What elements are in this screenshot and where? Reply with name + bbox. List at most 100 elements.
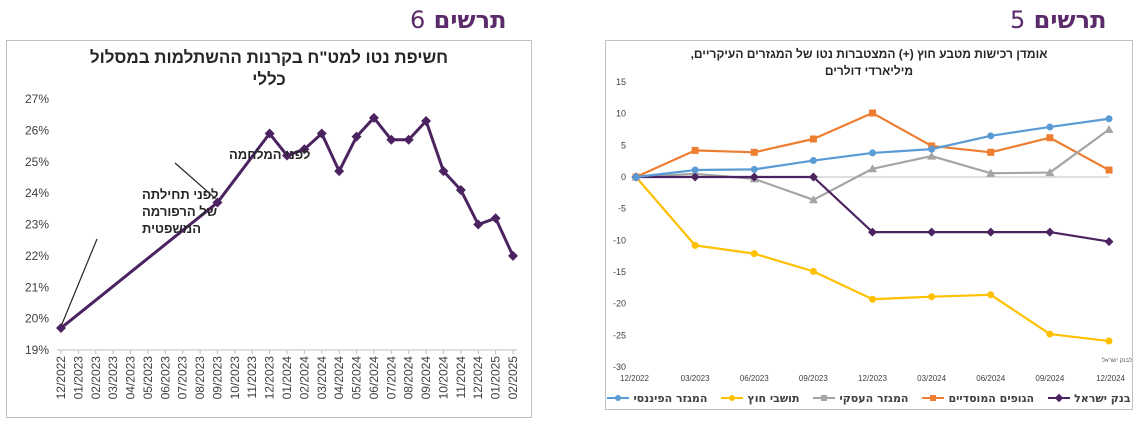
- chart-5-legend-label: תושבי חוץ: [747, 391, 800, 405]
- chart-6-annotation-arrow-war: [174, 162, 216, 199]
- chart-5-legend-swatch: [721, 393, 744, 403]
- chart-5-data-point: [869, 149, 876, 157]
- chart-6-x-tick-label: 01/2024: [280, 356, 294, 400]
- chart-6-svg: חשיפת נטו למט"ח בקרנות ההשתלמות במסלול כל…: [25, 48, 520, 400]
- chart-5-legend-swatch-marker: [729, 395, 736, 401]
- chart-5-svg: אומדן רכישות מטבע חוץ (+) המצטברות נטו ש…: [613, 47, 1132, 383]
- chart-5-x-tick-label: 03/2024: [917, 374, 946, 383]
- chart-5-x-tick-label: 03/2023: [681, 374, 710, 383]
- chart-5-y-tick: 10: [616, 109, 626, 119]
- chart-5-x-tick-label: 06/2024: [976, 374, 1005, 383]
- chart-5-data-point: [869, 295, 876, 303]
- chart-5-legend-label: המגזר העסקי: [839, 391, 909, 405]
- chart-6-data-point: [299, 144, 310, 155]
- chart-5-data-point: [750, 250, 758, 258]
- chart-6-data-point: [316, 128, 327, 139]
- chart-6-annotation-arrow-reform: [61, 238, 98, 325]
- chart-6-panel: חשיפת נטו למט"ח בקרנות ההשתלמות במסלול כל…: [6, 40, 532, 418]
- chart-5-legend-item: בנק ישראל: [1048, 389, 1131, 407]
- chart-6-data-point: [455, 184, 466, 195]
- chart-6-x-tick-label: 02/2024: [297, 356, 311, 400]
- chart-5-data-point: [928, 145, 936, 153]
- chart-6-x-tick-label: 09/2023: [210, 356, 224, 400]
- chart-6-data-point: [473, 219, 484, 230]
- chart-6-data-point: [368, 112, 379, 123]
- chart-6-x-tick-label: 11/2024: [454, 356, 468, 399]
- chart-5-legend-swatch: [607, 393, 630, 403]
- chart-5-data-point: [927, 227, 937, 237]
- chart-5-y-tick: 5: [621, 140, 626, 150]
- chart-5-y-tick: -25: [613, 330, 626, 340]
- chart-5-data-point: [1046, 134, 1054, 142]
- chart-6-y-tick: 22%: [25, 249, 49, 263]
- chart-6-data-point: [264, 128, 275, 139]
- chart-6-annotation-war: לפני המלחמה: [229, 147, 310, 162]
- chart-5-data-point: [927, 151, 937, 160]
- chart-6-x-tick-label: 05/2023: [141, 356, 155, 400]
- chart-6-data-point: [282, 150, 292, 161]
- chart-6-data-point: [403, 134, 414, 145]
- chart-5-series-line-3: [635, 176, 1110, 343]
- chart-6-title-line2: כללי: [252, 70, 285, 89]
- chart-5-legend-label: הגופים המוסדיים: [948, 391, 1035, 405]
- chart-5-data-point: [987, 148, 995, 156]
- chart-6-x-tick-label: 11/2023: [245, 356, 259, 399]
- chart-6-x-tick-label: 06/2024: [367, 356, 381, 400]
- chart-5-data-point: [868, 227, 877, 237]
- chart-6-x-tick-label: 12/2022: [54, 356, 68, 400]
- chart-5-data-point: [1046, 330, 1054, 338]
- chart-5-data-point: [750, 165, 758, 173]
- chart-5-x-tick-label: 09/2024: [1035, 374, 1064, 383]
- chart-5-y-tick: -10: [613, 235, 626, 245]
- chart-6-data-point: [386, 134, 397, 145]
- chart-5-x-tick-label: 12/2022: [620, 374, 649, 383]
- chart-6-x-tick-label: 07/2024: [384, 356, 398, 400]
- chart-5-data-point: [691, 166, 699, 174]
- chart-6-y-tick: 20%: [25, 312, 49, 326]
- chart-5-data-point: [809, 267, 817, 275]
- chart-5-panel: אומדן רכישות מטבע חוץ (+) המצטברות נטו ש…: [605, 40, 1133, 410]
- chart-6-annotation-reform-line: של הרפורמה: [142, 204, 217, 219]
- chart-5-data-point: [1105, 166, 1113, 174]
- chart-5-y-tick: -5: [618, 204, 626, 214]
- chart-5-legend-item: הגופים המוסדיים: [922, 389, 1034, 407]
- chart-6-data-point: [490, 213, 501, 224]
- chart-5-data-point: [986, 227, 996, 237]
- chart-6-x-tick-label: 12/2024: [471, 356, 485, 400]
- figure-6-heading: תרשים 6: [410, 6, 506, 34]
- chart-6-x-tick-label: 03/2023: [106, 356, 120, 400]
- figure-5-heading: תרשים 5: [1010, 6, 1106, 34]
- chart-6-x-tick-label: 01/2023: [71, 356, 85, 400]
- chart-5-legend-swatch: [922, 393, 945, 403]
- chart-5-legend-swatch-marker: [930, 395, 937, 401]
- chart-5-source-note: מקור: עיבודים לדיווחים לבנק ישראל: [1102, 356, 1132, 364]
- chart-5-title-line2: מיליארדי דולרים: [825, 64, 913, 78]
- chart-6-x-tick-label: 06/2023: [158, 356, 172, 400]
- chart-5-x-tick-label: 09/2023: [799, 374, 828, 383]
- chart-5-data-point: [986, 168, 996, 177]
- chart-6-x-tick-label: 05/2024: [350, 356, 364, 400]
- chart-6-data-point: [212, 197, 223, 208]
- chart-6-annotation-reform-line: המשפטית: [142, 221, 201, 236]
- chart-5-y-tick: -15: [613, 267, 626, 277]
- chart-5-data-point: [1046, 123, 1054, 131]
- chart-5-data-point: [1104, 125, 1114, 133]
- chart-6-x-tick-label: 08/2024: [402, 356, 416, 400]
- chart-6-x-tick-label: 02/2025: [506, 356, 520, 400]
- chart-5-y-tick: 0: [621, 172, 626, 182]
- chart-5-y-tick: -20: [613, 299, 626, 309]
- chart-5-data-point: [808, 195, 818, 204]
- chart-5-data-point: [1045, 227, 1055, 237]
- chart-5-data-point: [987, 132, 995, 140]
- chart-5-legend-swatch: [1048, 393, 1071, 403]
- chart-6-y-tick: 25%: [25, 155, 49, 169]
- chart-5-data-point: [691, 146, 699, 154]
- chart-5-data-point: [987, 291, 995, 299]
- chart-6-data-point: [351, 131, 362, 142]
- chart-6-title-line1: חשיפת נטו למט"ח בקרנות ההשתלמות במסלול: [90, 48, 448, 67]
- chart-6-y-tick: 27%: [25, 92, 49, 106]
- chart-5-data-point: [749, 172, 759, 182]
- chart-6-x-tick-label: 02/2023: [89, 356, 103, 400]
- chart-6-x-tick-label: 04/2023: [124, 356, 138, 400]
- chart-5-data-point: [809, 157, 817, 165]
